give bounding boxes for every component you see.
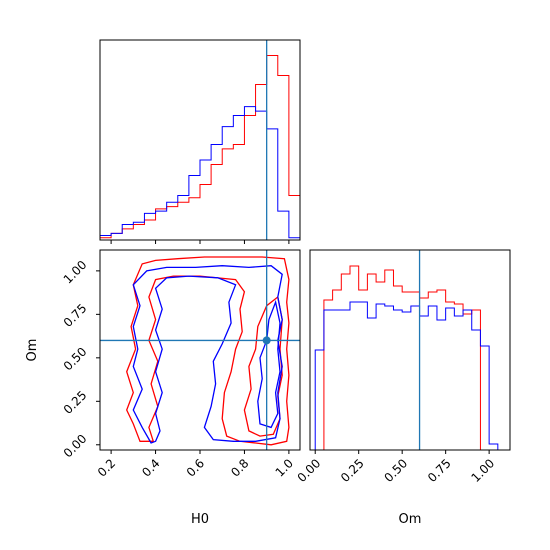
truth-point [262,336,271,345]
h0-om-contour-panel: 0.2 0.4 0.6 0.8 1.0 0.00 0.25 0.50 0.75 1.00 [61,249,301,480]
om-hist-series-red [310,265,507,450]
h0-hist-series-red [100,55,300,239]
h0-tick-label: 0.4 [139,456,162,479]
om-tick-label: 0.00 [61,432,90,461]
om-hist-frame [309,249,511,451]
om-histogram-panel: 0.00 0.25 0.50 0.75 1.00 [295,249,511,485]
om-tick-label: 0.75 [61,301,90,330]
om-hist-tick-label: 0.50 [382,456,411,485]
y-axis-label-om: Om [25,339,40,362]
om-hist-tick-label: 0.00 [295,456,324,485]
contour-frame [99,249,301,451]
om-tick-label: 0.25 [61,388,90,417]
h0-hist-frame [99,39,301,241]
h0-tick-label: 0.2 [95,456,118,479]
h0-tick-label: 1.0 [273,456,296,479]
x-axis-label-h0: H0 [191,512,209,527]
om-hist-series-blue [310,301,507,450]
om-hist-tick-label: 1.00 [468,456,497,485]
om-hist-tick-label: 0.25 [338,456,367,485]
blue-outer-contour [132,265,283,444]
h0-histogram-panel [99,39,301,244]
blue-inner-contour [257,299,281,429]
om-tick-label: 0.50 [61,345,90,374]
contour-plot-area [100,250,300,450]
om-hist-plot-area [310,250,507,450]
h0-tick-label: 0.6 [184,456,207,479]
h0-hist-plot-area [100,40,300,240]
x-axis-label-om: Om [399,512,422,527]
h0-tick-label: 0.8 [228,456,251,479]
om-hist-tick-label: 0.75 [425,456,454,485]
om-tick-label: 1.00 [61,258,90,287]
h0-hist-series-blue [100,106,300,239]
